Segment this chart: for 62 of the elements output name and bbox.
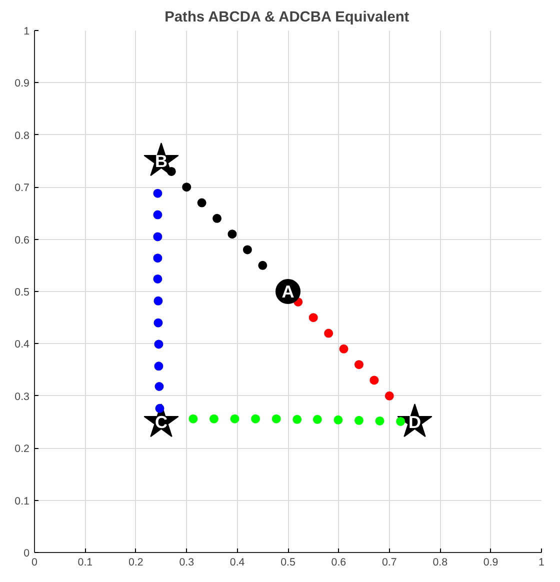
point bbox=[375, 416, 384, 426]
point bbox=[242, 245, 252, 254]
point bbox=[212, 214, 222, 223]
point bbox=[396, 416, 406, 426]
point bbox=[251, 414, 260, 424]
point bbox=[292, 414, 302, 424]
y-tick-label: 0.6 bbox=[14, 234, 30, 246]
y-tick-label: 0.1 bbox=[14, 495, 30, 508]
point bbox=[153, 254, 162, 263]
y-tick-label: 0.5 bbox=[14, 286, 30, 298]
point bbox=[370, 376, 379, 385]
point bbox=[154, 382, 164, 391]
y-tick-label: 1 bbox=[24, 26, 30, 38]
x-tick-label: 0.4 bbox=[230, 556, 245, 568]
point bbox=[384, 391, 394, 400]
y-tick-label: 0.9 bbox=[14, 78, 30, 90]
annotation: A bbox=[282, 282, 295, 302]
point bbox=[166, 166, 176, 176]
x-tick-label: 0.6 bbox=[331, 556, 346, 568]
x-tick-label: 0.9 bbox=[483, 556, 498, 568]
point bbox=[272, 414, 281, 424]
y-tick-label: 0.3 bbox=[14, 390, 30, 403]
point bbox=[354, 360, 364, 370]
chart-title: Paths ABCDA & ADCBA Equivalent bbox=[164, 10, 410, 26]
point bbox=[230, 414, 240, 424]
annotation: C bbox=[154, 412, 168, 432]
x-tick-label: 1 bbox=[538, 556, 545, 568]
x-tick-label: 0.3 bbox=[179, 556, 194, 568]
point bbox=[153, 210, 162, 220]
point bbox=[308, 313, 318, 322]
point bbox=[153, 232, 162, 242]
point bbox=[154, 340, 164, 349]
y-tick-label: 0.4 bbox=[14, 338, 30, 351]
y-tick-label: 0 bbox=[24, 548, 30, 560]
point bbox=[324, 328, 334, 338]
point bbox=[153, 188, 162, 198]
x-tick-label: 0.7 bbox=[382, 556, 397, 568]
x-tick-label: 0.5 bbox=[280, 556, 296, 568]
point bbox=[334, 415, 343, 424]
point bbox=[188, 414, 198, 424]
annotation: D bbox=[408, 412, 422, 432]
point bbox=[153, 274, 162, 284]
x-tick-label: 0.8 bbox=[432, 556, 448, 568]
point bbox=[197, 198, 206, 208]
point bbox=[154, 296, 163, 306]
y-tick-label: 0.8 bbox=[14, 130, 30, 142]
point bbox=[339, 344, 348, 354]
annotation: B bbox=[154, 151, 168, 171]
point bbox=[154, 318, 163, 328]
x-tick-label: 0.1 bbox=[78, 556, 93, 568]
y-tick-label: 0.2 bbox=[14, 443, 30, 456]
x-tick-label: 0.2 bbox=[128, 556, 144, 568]
point bbox=[182, 182, 192, 192]
point bbox=[354, 416, 364, 425]
point bbox=[312, 414, 322, 424]
point bbox=[209, 414, 218, 424]
point bbox=[155, 404, 164, 413]
point bbox=[228, 230, 237, 239]
y-tick-label: 0.7 bbox=[14, 182, 30, 194]
x-tick-label: 0 bbox=[32, 556, 38, 568]
point bbox=[258, 260, 268, 270]
point bbox=[154, 362, 164, 371]
